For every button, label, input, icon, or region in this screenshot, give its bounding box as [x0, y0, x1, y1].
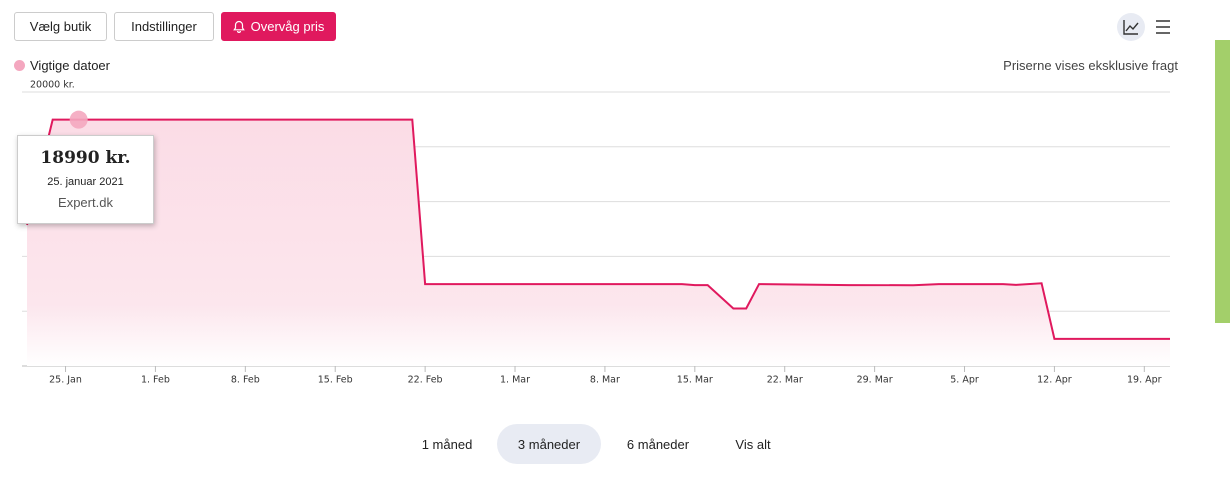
y-tick-label: 20000 kr. [30, 80, 75, 91]
x-tick-label: 19. Apr [1127, 375, 1162, 386]
shipping-note: Priserne vises eksklusive fragt [1003, 58, 1178, 73]
x-tick-label: 15. Feb [318, 375, 353, 386]
legend-dot [14, 60, 25, 71]
scrollbar-strip [1215, 40, 1230, 323]
price-line [26, 118, 1170, 340]
x-tick-label: 22. Mar [767, 375, 803, 386]
x-tick-label: 1. Mar [500, 375, 530, 386]
range-button[interactable]: Vis alt [735, 436, 771, 452]
x-tick-label: 1. Feb [141, 375, 170, 386]
watch-price-label: Overvåg pris [250, 19, 325, 34]
x-tick-label: 15. Mar [677, 375, 713, 386]
tooltip-date: 25. januar 2021 [47, 176, 124, 188]
legend: Vigtige datoer [14, 58, 110, 73]
watch-price-button[interactable]: Overvåg pris [221, 12, 336, 41]
range-button[interactable]: 6 måneder [626, 436, 690, 452]
highlight-point [69, 110, 88, 129]
bell-icon [232, 20, 245, 33]
range-button[interactable]: 1 måned [421, 436, 473, 452]
chart-icon [1123, 20, 1139, 35]
x-tick-label: 29. Mar [857, 375, 893, 386]
tooltip-store: Expert.dk [58, 195, 113, 210]
x-tick-label: 22. Feb [408, 375, 443, 386]
legend-label: Vigtige datoer [30, 58, 110, 73]
x-tick-label: 25. Jan [49, 375, 82, 386]
settings-button[interactable]: Indstillinger [114, 12, 214, 41]
x-tick-label: 12. Apr [1037, 375, 1072, 386]
x-tick-label: 5. Apr [950, 375, 979, 386]
x-tick-label: 8. Feb [231, 375, 260, 386]
tooltip: 18990 kr. 25. januar 2021 Expert.dk [17, 135, 154, 224]
range-button[interactable]: 3 måneder [497, 424, 601, 464]
tooltip-price: 18990 kr. [40, 148, 131, 168]
select-store-button[interactable]: Vælg butik [14, 12, 107, 41]
menu-button[interactable] [1156, 20, 1170, 34]
x-tick-label: 8. Mar [590, 375, 620, 386]
price-area [27, 119, 1170, 366]
